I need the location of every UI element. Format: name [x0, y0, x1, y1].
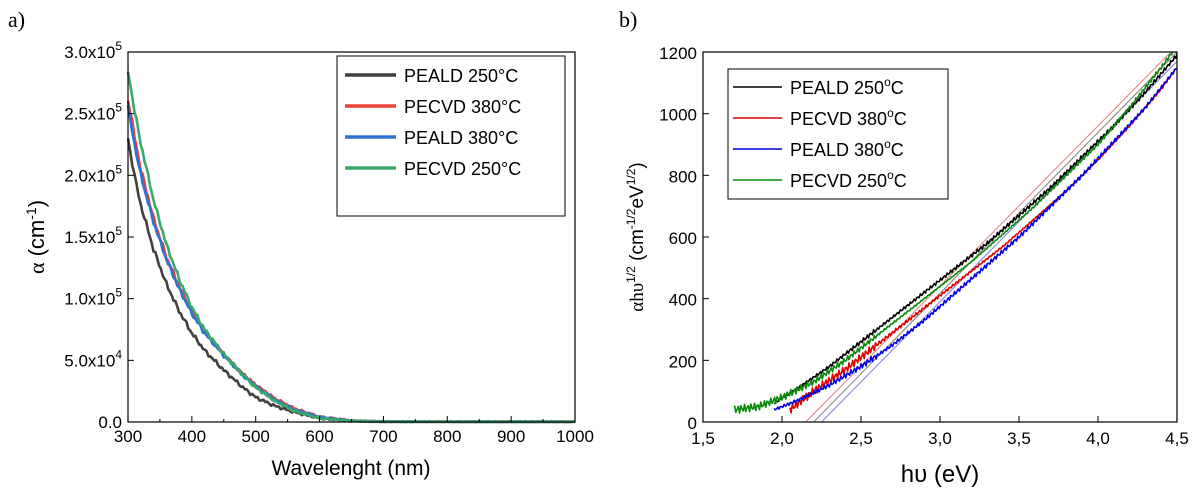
panel-b-label: b): [619, 7, 637, 32]
panel-a-y-tick-label: 5.0x104: [64, 347, 122, 370]
panel-b-y-mid2: eV: [627, 185, 648, 209]
panel-b-x-tick-label: 3,0: [928, 429, 952, 448]
panel-a-x-ticks: 300 400 500 600 700 800 900 1000: [114, 416, 594, 446]
panel-b-legend-items: PEALD 250oC PECVD 380oC PEALD 380oC PECVD 2…: [733, 75, 907, 191]
panel-a-legend: PEALD 250°C PECVD 380°C PEALD 380°C PECVD 2…: [336, 55, 566, 217]
panel-b-x-tick-label: 2,0: [770, 429, 794, 448]
panel-b-legend-box: [727, 68, 949, 200]
panel-b-x-tick-label: 1,5: [691, 429, 715, 448]
panel-a-label: a): [8, 7, 25, 32]
panel-b-plot-area: [733, 52, 1177, 422]
panel-b-y-tick-label: 1000: [659, 106, 697, 125]
panel-a-x-tick-label: 500: [242, 427, 270, 446]
panel-a-x-tick-label: 1000: [556, 427, 594, 446]
panel-b-y-tick-label: 400: [669, 291, 697, 310]
panel-b-y-close: ): [627, 162, 648, 168]
panel-a-y-axis-title: α (cm-1): [23, 200, 49, 274]
panel-b-y-sup1: 1/2: [624, 266, 638, 283]
panel-b-y-tick-label: 800: [669, 167, 697, 186]
panel-b-legend-label: PEALD 250oC: [790, 75, 904, 98]
panel-b-y-mid: (cm: [627, 229, 648, 266]
panel-a-x-tick-label: 700: [369, 427, 397, 446]
panel-b-x-tick-label: 2,5: [849, 429, 873, 448]
panel-b-legend: PEALD 250oC PECVD 380oC PEALD 380oC PECVD 2…: [727, 68, 949, 200]
panel-a-y-tick-label: 2.0x105: [64, 162, 122, 185]
panel-b-y-tick-label: 600: [669, 229, 697, 248]
panel-a-y-unit-close: ): [24, 200, 49, 207]
panel-b-y-axis-title: αhυ1/2 (cm-1/2eV1/2): [624, 162, 648, 311]
panel-b-series-line: [789, 67, 1177, 414]
panel-b: b) 1,5 2,0 2,5 3,0 3,5 4,0 4,5 0 200 400 600 800 10…: [619, 7, 1189, 488]
panel-a-y-unit-sup: -1: [23, 207, 39, 220]
panel-b-x-ticks: 1,5 2,0 2,5 3,0 3,5 4,0 4,5: [691, 416, 1189, 448]
panel-a-y-tick-label: 3.0x105: [64, 39, 122, 62]
panel-b-legend-label: PEALD 380oC: [790, 137, 904, 160]
panel-b-y-sup2: -1/2: [624, 208, 638, 229]
panel-a-x-tick-label: 600: [305, 427, 333, 446]
panel-b-y-base: αhυ: [627, 283, 648, 312]
panel-b-x-tick-label: 4,5: [1165, 429, 1189, 448]
panel-a-legend-items: PEALD 250°C PECVD 380°C PEALD 380°C PECVD 2…: [345, 66, 521, 179]
panel-a-legend-label: PECVD 380°C: [404, 97, 521, 117]
panel-a-legend-label: PEALD 380°C: [404, 128, 518, 148]
panel-b-legend-label: PECVD 380oC: [790, 106, 907, 129]
panel-a: a) 300 400 500 600 700 800 900 1000 0.0 5.0x104 1…: [8, 7, 594, 480]
panel-a-x-tick-label: 800: [433, 427, 461, 446]
panel-a-x-axis-title: Wavelenght (nm): [271, 457, 430, 480]
panel-b-series-line: [773, 67, 1177, 411]
panel-b-y-sup3: 1/2: [624, 168, 638, 185]
panel-a-y-symbol: α: [24, 262, 49, 274]
panel-a-legend-label: PECVD 250°C: [404, 159, 521, 179]
panel-b-x-tick-label: 3,5: [1007, 429, 1031, 448]
panel-b-series-line: [733, 52, 1174, 414]
panel-b-y-tick-label: 1200: [659, 44, 697, 63]
panel-a-legend-label: PEALD 250°C: [404, 66, 518, 86]
panel-a-y-unit: (cm: [24, 220, 49, 257]
panel-a-y-tick-label: 1.5x105: [64, 224, 122, 247]
panel-b-x-axis-title: hυ (eV): [901, 461, 979, 488]
panel-a-y-ticks: 0.0 5.0x104 1.0x105 1.5x105 2.0x105 2.5x105 3.…: [64, 39, 134, 432]
panel-a-y-tick-label: 2.5x105: [64, 101, 122, 124]
panel-a-x-tick-label: 400: [178, 427, 206, 446]
panel-b-y-tick-label: 0: [688, 414, 697, 433]
panel-a-y-tick-label: 1.0x105: [64, 286, 122, 309]
panel-a-x-tick-label: 300: [114, 427, 142, 446]
panel-b-y-ticks: 0 200 400 600 800 1000 1200: [659, 44, 709, 433]
panel-b-x-tick-label: 4,0: [1086, 429, 1110, 448]
panel-a-y-tick-label: 0.0: [98, 413, 122, 432]
panel-a-x-tick-label: 900: [497, 427, 525, 446]
panel-b-legend-label: PECVD 250oC: [790, 168, 907, 191]
panel-b-y-tick-label: 200: [669, 352, 697, 371]
